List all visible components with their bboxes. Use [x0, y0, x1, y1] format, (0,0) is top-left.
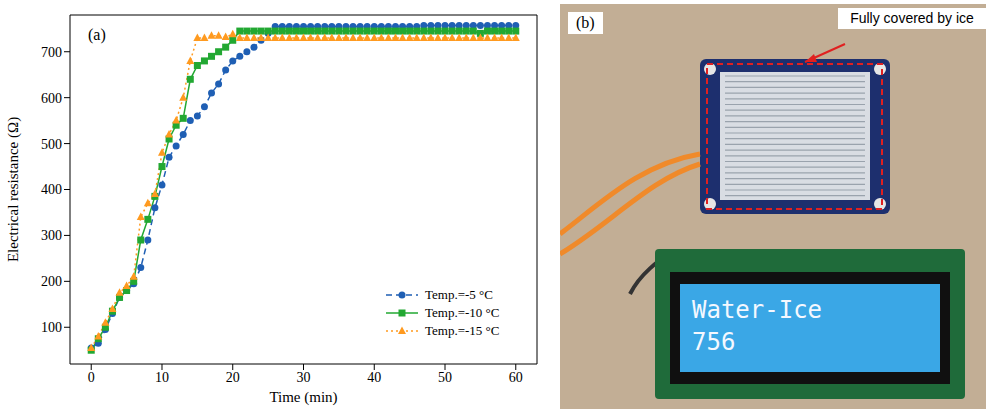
svg-text:0: 0	[88, 370, 95, 385]
html-text:Water-Ice: Water-Ice	[692, 296, 822, 324]
svg-text:40: 40	[367, 370, 381, 385]
html-text:Temp.=-5 °C: Temp.=-5 °C	[425, 287, 493, 302]
svg-text:600: 600	[41, 91, 62, 106]
svg-text:Electrical resistance (Ω): Electrical resistance (Ω)	[5, 117, 22, 262]
svg-text:50: 50	[438, 370, 452, 385]
svg-text:200: 200	[41, 274, 62, 289]
html-text:Temp.=-10 °C: Temp.=-10 °C	[425, 305, 500, 320]
svg-text:60: 60	[509, 370, 523, 385]
svg-text:20: 20	[226, 370, 240, 385]
html-text:(b): (b)	[576, 14, 595, 31]
svg-text:100: 100	[41, 320, 62, 335]
html-text:Temp.=-15 °C: Temp.=-15 °C	[425, 323, 500, 338]
svg-text:300: 300	[41, 228, 62, 243]
svg-text:10: 10	[155, 370, 169, 385]
svg-text:Time (min): Time (min)	[269, 389, 337, 406]
svg-text:400: 400	[41, 182, 62, 197]
html-text:Fully covered by ice: Fully covered by ice	[850, 10, 974, 26]
svg-text:500: 500	[41, 137, 62, 152]
html-text:(a): (a)	[88, 26, 106, 43]
svg-text:700: 700	[41, 45, 62, 60]
svg-text:30: 30	[297, 370, 311, 385]
html-text:756: 756	[692, 328, 736, 356]
